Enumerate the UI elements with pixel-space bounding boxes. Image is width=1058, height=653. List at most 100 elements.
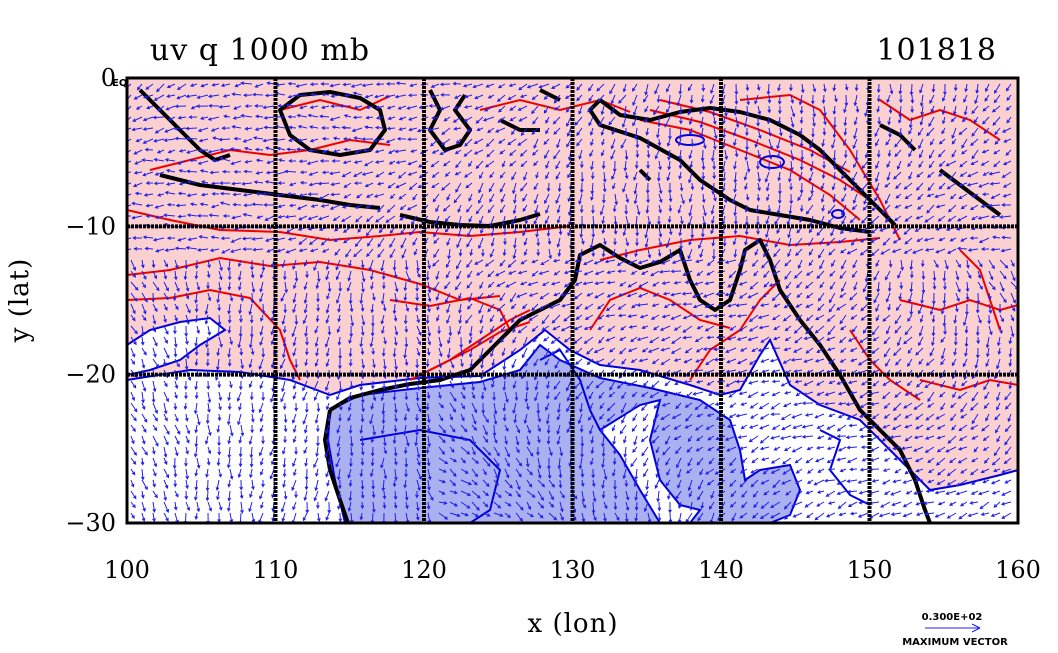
wind-vector bbox=[264, 215, 275, 221]
wind-vector bbox=[653, 424, 660, 434]
wind-vector bbox=[931, 336, 935, 347]
wind-vector bbox=[298, 237, 308, 245]
wind-vector bbox=[590, 138, 594, 147]
wind-vector bbox=[763, 248, 770, 258]
wind-vector bbox=[306, 160, 319, 165]
wind-vector bbox=[172, 292, 177, 302]
wind-vector bbox=[807, 479, 814, 484]
wind-vector bbox=[724, 292, 737, 297]
wind-vector bbox=[872, 358, 880, 364]
wind-vector bbox=[496, 303, 506, 312]
wind-vector bbox=[754, 138, 759, 149]
wind-vector bbox=[638, 358, 649, 363]
wind-vector bbox=[960, 237, 968, 242]
wind-vector bbox=[634, 248, 638, 258]
wind-vector bbox=[673, 281, 682, 285]
wind-vector bbox=[904, 391, 913, 396]
wind-vector bbox=[537, 512, 544, 519]
wind-vector bbox=[431, 171, 440, 178]
wind-vector bbox=[205, 413, 210, 425]
wind-vector bbox=[468, 325, 473, 338]
wind-vector bbox=[151, 391, 156, 404]
wind-vector bbox=[196, 501, 201, 513]
wind-vector bbox=[630, 270, 638, 275]
wind-vector bbox=[174, 380, 179, 390]
wind-vector bbox=[846, 479, 858, 483]
wind-vector bbox=[612, 204, 617, 213]
wind-vector bbox=[438, 424, 447, 434]
wind-vector bbox=[471, 490, 481, 499]
wind-vector bbox=[487, 94, 495, 99]
wind-vector bbox=[216, 325, 221, 337]
wind-vector bbox=[619, 336, 627, 341]
wind-vector bbox=[544, 149, 550, 159]
wind-vector bbox=[263, 203, 275, 207]
wind-vector bbox=[227, 446, 232, 459]
wind-vector bbox=[594, 292, 605, 299]
wind-vector bbox=[445, 270, 451, 279]
wind-vector bbox=[713, 391, 726, 396]
wind-vector bbox=[583, 325, 594, 331]
wind-vector bbox=[350, 83, 363, 88]
wind-vector bbox=[783, 303, 792, 309]
wind-vector bbox=[1004, 435, 1012, 446]
wind-vector bbox=[286, 147, 297, 152]
wind-vector bbox=[898, 127, 903, 137]
wind-vector bbox=[154, 215, 165, 220]
wind-vector bbox=[920, 105, 924, 116]
wind-vector bbox=[229, 292, 234, 302]
wind-vector bbox=[548, 248, 553, 260]
wind-vector bbox=[670, 314, 682, 320]
wind-vector bbox=[774, 215, 781, 226]
wind-vector bbox=[715, 292, 726, 296]
wind-vector bbox=[449, 435, 455, 442]
wind-vector bbox=[299, 180, 308, 185]
wind-vector bbox=[738, 281, 748, 286]
wind-vector bbox=[478, 193, 484, 204]
wind-vector bbox=[926, 127, 935, 137]
wind-vector bbox=[836, 424, 847, 432]
wind-vector bbox=[227, 435, 231, 445]
wind-vector bbox=[446, 193, 451, 201]
wind-vector bbox=[355, 215, 363, 223]
wind-vector bbox=[724, 259, 737, 264]
wind-vector bbox=[381, 413, 386, 425]
wind-vector bbox=[706, 270, 715, 276]
wind-vector bbox=[727, 336, 737, 341]
wind-vector bbox=[748, 435, 759, 443]
wind-vector bbox=[655, 468, 660, 479]
wind-vector bbox=[207, 501, 213, 512]
wind-vector bbox=[694, 424, 704, 431]
wind-vector bbox=[348, 490, 353, 502]
wind-vector bbox=[480, 369, 484, 380]
wind-vector bbox=[907, 314, 913, 322]
wind-vector bbox=[863, 171, 869, 179]
wind-vector bbox=[559, 446, 564, 457]
wind-vector bbox=[891, 501, 902, 507]
wind-vector bbox=[145, 181, 154, 185]
wind-vector bbox=[933, 259, 939, 269]
wind-vector bbox=[446, 347, 451, 359]
wind-vector bbox=[654, 479, 660, 489]
wind-vector bbox=[483, 105, 495, 112]
wind-vector bbox=[733, 105, 738, 116]
wind-vector bbox=[808, 248, 814, 256]
wind-vector bbox=[751, 347, 759, 352]
wind-vector bbox=[650, 314, 660, 320]
wind-vector bbox=[848, 423, 858, 428]
wind-vector bbox=[240, 113, 253, 118]
wind-vector bbox=[888, 259, 893, 268]
wind-vector bbox=[531, 105, 539, 115]
wind-vector bbox=[826, 237, 836, 246]
wind-vector bbox=[504, 391, 509, 404]
wind-vector bbox=[642, 424, 649, 432]
wind-vector bbox=[321, 92, 330, 97]
wind-vector bbox=[504, 490, 513, 497]
wind-vector bbox=[603, 468, 608, 481]
wind-vector bbox=[234, 83, 242, 88]
wind-vector bbox=[551, 347, 561, 355]
wind-vector bbox=[501, 160, 506, 168]
wind-vector bbox=[970, 424, 979, 430]
wind-vector bbox=[394, 402, 398, 414]
wind-vector bbox=[937, 468, 946, 476]
